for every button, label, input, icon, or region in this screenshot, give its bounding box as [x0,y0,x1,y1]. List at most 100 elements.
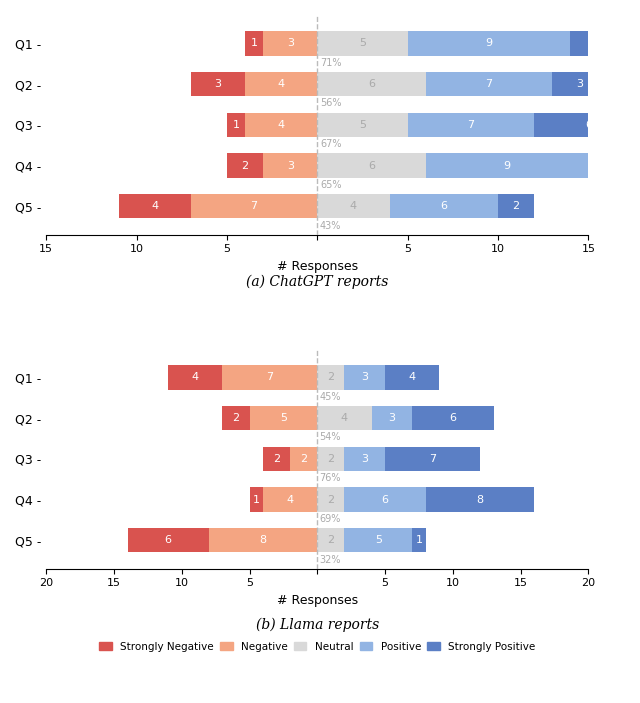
Bar [227,112,245,137]
Text: 5: 5 [359,39,366,49]
Text: 2: 2 [300,454,307,464]
Bar [552,72,607,96]
Bar [118,194,191,219]
Text: 69%: 69% [319,514,340,524]
Text: 3: 3 [576,79,583,89]
Bar [344,366,385,389]
Bar [344,446,385,471]
Bar [263,487,317,512]
Bar [250,406,317,430]
Text: 3: 3 [214,79,221,89]
Text: 71%: 71% [320,58,342,67]
Bar [317,72,426,96]
Bar [570,31,640,56]
Bar [317,31,408,56]
Text: 6: 6 [585,120,592,130]
Text: 3: 3 [287,39,294,49]
Bar [317,153,426,178]
Text: 4: 4 [350,201,357,212]
Bar [223,366,317,389]
Text: 3: 3 [287,160,294,171]
Text: 4: 4 [278,79,285,89]
Text: 9: 9 [486,39,493,49]
Text: 43%: 43% [320,221,341,231]
Bar [223,406,250,430]
Bar [588,153,640,178]
Text: 1: 1 [232,120,239,130]
Text: 67%: 67% [320,139,342,149]
Text: 4: 4 [287,495,294,505]
Text: 5: 5 [375,535,382,546]
Text: 7: 7 [266,373,273,382]
Bar [534,112,640,137]
Bar [191,72,245,96]
Bar [412,528,426,553]
Bar [245,31,263,56]
Bar [250,487,263,512]
Bar [385,366,439,389]
Text: 5: 5 [280,413,287,423]
Bar [245,112,317,137]
Bar [317,406,372,430]
Text: 4: 4 [192,373,199,382]
Bar [209,528,317,553]
Text: 2: 2 [241,160,248,171]
Bar [317,112,408,137]
Text: 2: 2 [327,535,335,546]
Text: 2: 2 [513,201,520,212]
Text: 6: 6 [368,160,375,171]
Text: 6: 6 [621,39,628,49]
Text: 45%: 45% [319,392,341,401]
Text: 1: 1 [251,39,257,49]
Text: 65%: 65% [320,180,342,190]
Bar [426,487,534,512]
Bar [344,528,412,553]
Text: 3: 3 [361,454,368,464]
Text: 7: 7 [429,454,436,464]
Legend: Strongly Negative, Negative, Neutral, Positive, Strongly Positive: Strongly Negative, Negative, Neutral, Po… [95,638,540,656]
Bar [412,406,493,430]
Text: 6: 6 [164,535,172,546]
Text: 2: 2 [232,413,239,423]
Bar [317,528,344,553]
Text: 6: 6 [368,79,375,89]
Bar [372,406,412,430]
Text: 2: 2 [327,373,335,382]
Bar [317,366,344,389]
Bar [168,366,223,389]
Text: 7: 7 [467,120,474,130]
Text: 4: 4 [151,201,158,212]
Text: 3: 3 [388,413,396,423]
Bar [317,487,344,512]
Bar [498,194,534,219]
Bar [263,31,317,56]
Bar [408,31,570,56]
Text: 8: 8 [476,495,484,505]
Bar [426,153,588,178]
Text: (b) Llama reports: (b) Llama reports [256,617,379,631]
Text: 6: 6 [440,201,447,212]
Bar [317,446,344,471]
Text: 54%: 54% [319,432,341,442]
Text: 7: 7 [486,79,493,89]
Text: 4: 4 [341,413,348,423]
Text: 76%: 76% [319,473,341,483]
Text: 2: 2 [273,454,280,464]
Text: 6: 6 [381,495,388,505]
Text: 3: 3 [612,160,619,171]
Bar [191,194,317,219]
Text: 6: 6 [449,413,456,423]
Bar [290,446,317,471]
Bar [317,194,390,219]
Bar [390,194,498,219]
Bar [385,446,480,471]
Text: 9: 9 [504,160,511,171]
X-axis label: # Responses: # Responses [276,260,358,273]
Text: 5: 5 [359,120,366,130]
Bar [127,528,209,553]
Text: 4: 4 [278,120,285,130]
Text: 2: 2 [327,495,335,505]
Bar [227,153,263,178]
Text: 1: 1 [253,495,260,505]
Text: 56%: 56% [320,98,342,108]
